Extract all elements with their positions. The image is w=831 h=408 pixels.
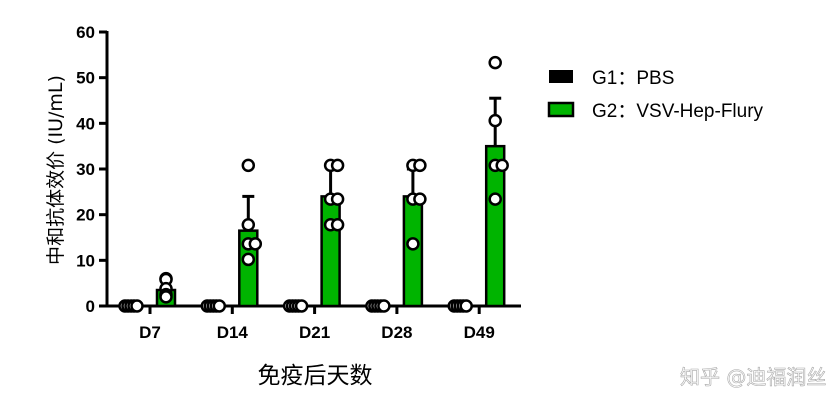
bar — [484, 144, 506, 308]
y-tick-label: 40 — [76, 114, 95, 133]
y-axis-label: 中和抗体效价 (IU/mL) — [45, 75, 67, 265]
legend-swatch-g2 — [547, 101, 575, 118]
x-tick-label: D21 — [299, 323, 330, 342]
watermark: 知乎 @迪福润丝 — [680, 365, 826, 389]
bar — [320, 195, 341, 308]
legend-swatch-g1 — [549, 70, 573, 83]
data-point — [159, 290, 173, 304]
data-point — [241, 252, 256, 267]
data-point — [495, 158, 509, 173]
y-tick-label: 10 — [76, 251, 95, 270]
x-tick-label: D14 — [217, 323, 249, 342]
legend-label-g2: G2：VSV-Hep-Flury — [592, 101, 764, 122]
data-point — [488, 192, 502, 206]
y-tick-label: 50 — [76, 69, 95, 88]
data-point — [248, 237, 263, 251]
x-axis-label: 免疫后天数 — [258, 363, 373, 389]
y-tick-label: 20 — [76, 206, 95, 225]
data-point — [330, 158, 345, 173]
data-point — [241, 217, 256, 232]
data-point — [488, 55, 502, 70]
data-point — [212, 299, 227, 313]
data-point — [459, 299, 473, 313]
y-tick-label: 30 — [76, 160, 95, 179]
data-point — [294, 299, 309, 313]
data-point — [330, 217, 345, 232]
data-point — [130, 299, 144, 313]
data-point — [241, 158, 256, 173]
bar — [402, 195, 424, 308]
data-point — [406, 237, 420, 251]
x-tick-label: D49 — [464, 323, 495, 342]
data-point — [377, 299, 391, 313]
data-point — [413, 192, 427, 206]
x-tick-label: D7 — [139, 323, 161, 342]
data-point — [330, 192, 345, 206]
x-tick-label: D28 — [381, 323, 412, 342]
data-point — [413, 158, 427, 173]
y-tick-label: 60 — [76, 23, 95, 42]
y-tick-label: 0 — [86, 297, 95, 316]
legend-label-g1: G1：PBS — [592, 68, 674, 89]
data-point — [488, 113, 502, 128]
